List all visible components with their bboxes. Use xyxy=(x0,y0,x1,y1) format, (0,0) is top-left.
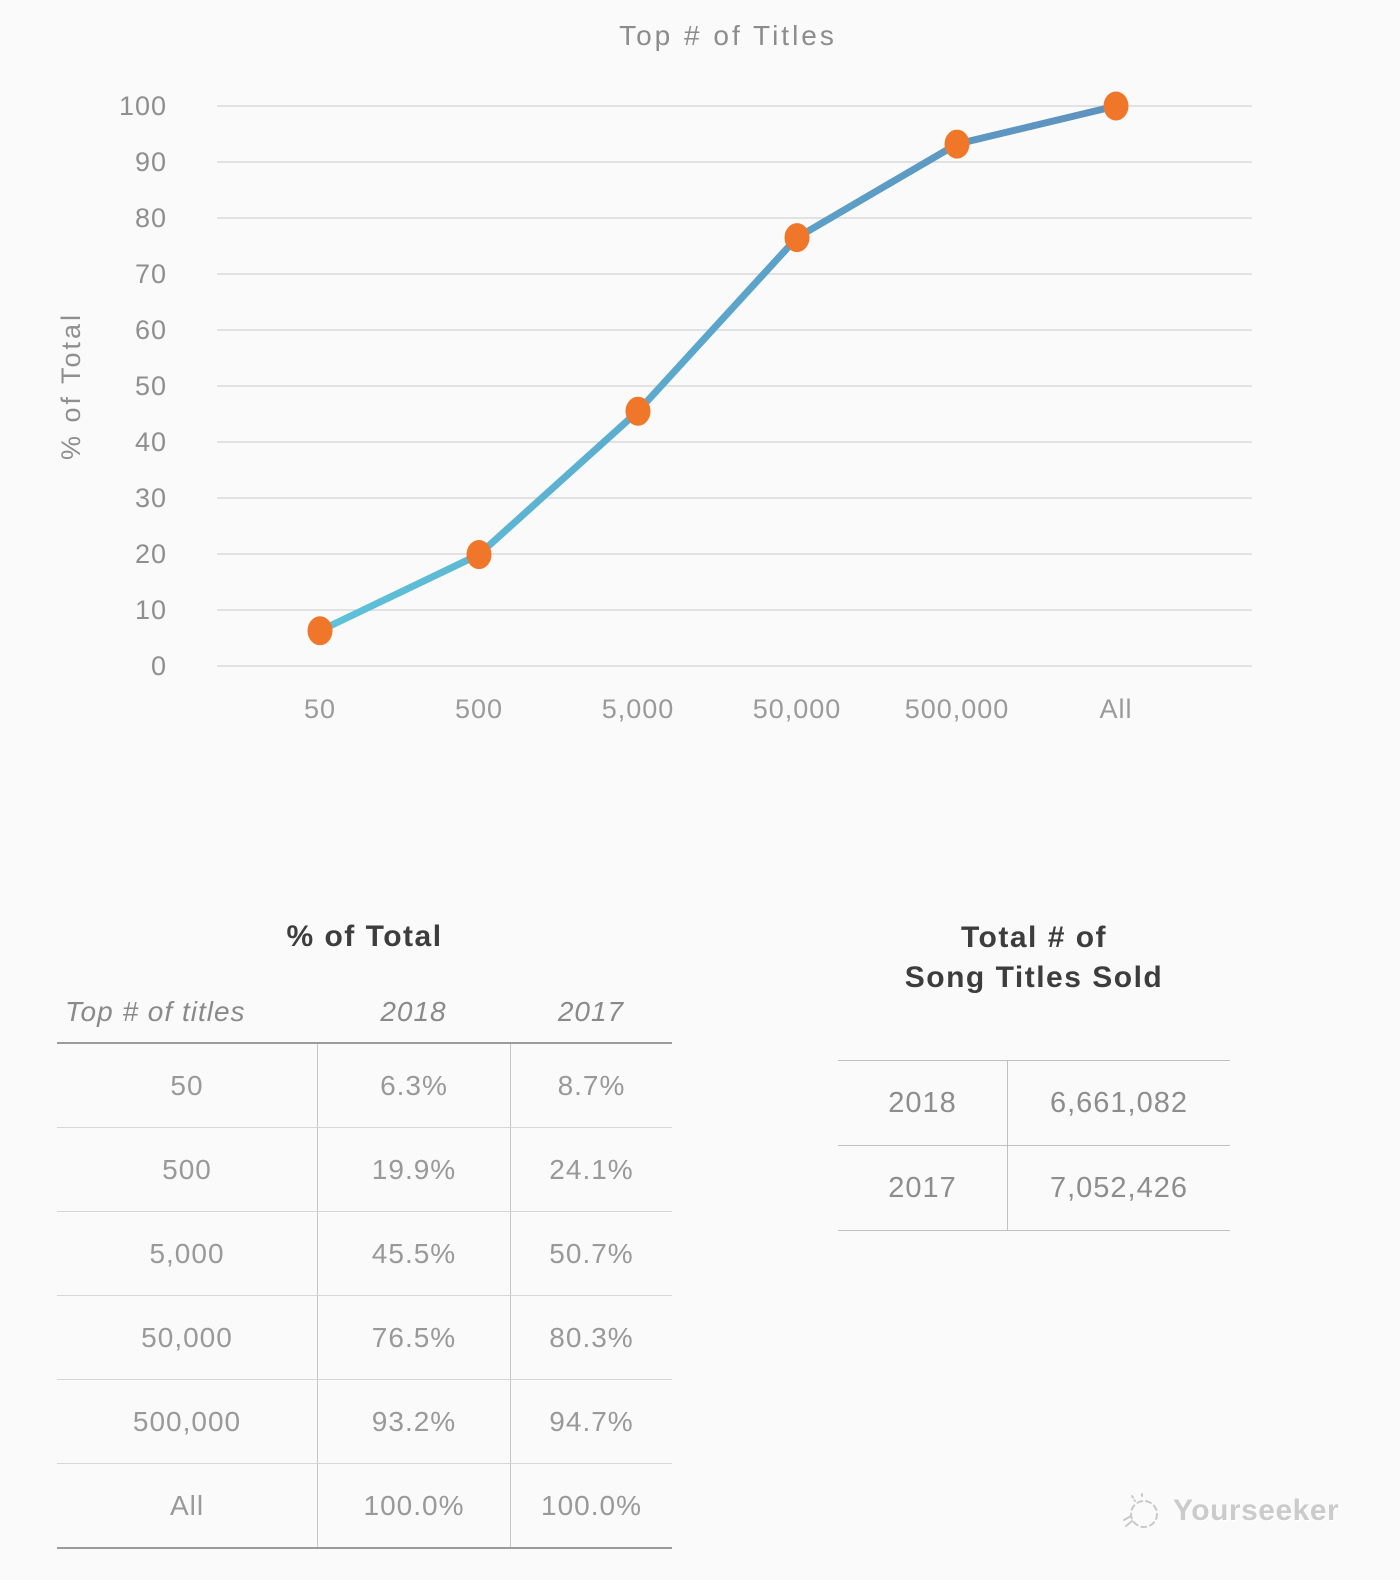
row-value: 8.7% xyxy=(510,1044,672,1127)
y-tick-label: 20 xyxy=(135,539,167,569)
y-tick-label: 30 xyxy=(135,483,167,513)
row-value: 6.3% xyxy=(317,1044,510,1127)
y-tick-label: 0 xyxy=(151,651,167,681)
table-row: 50 6.3% 8.7% xyxy=(57,1044,672,1128)
sketch-circle-icon xyxy=(1123,1493,1158,1528)
data-point-marker xyxy=(466,540,492,570)
gridlines-layer xyxy=(217,105,1252,667)
column-header: 2018 xyxy=(380,996,447,1027)
table-row: 2017 7,052,426 xyxy=(838,1146,1230,1230)
watermark: Yourseeker xyxy=(1118,1488,1339,1534)
pct-of-total-table-rows: 50 6.3% 8.7% 500 19.9% 24.1% 5,000 45.5% 50.7% 50… xyxy=(57,1044,672,1549)
year-label: 2018 xyxy=(888,1086,957,1119)
titles-sold-table-title: Total # of Song Titles Sold xyxy=(838,918,1230,998)
x-tick-label: 50 xyxy=(304,694,336,724)
data-point-marker xyxy=(307,616,333,646)
y-axis-label: % of Total xyxy=(56,312,86,460)
table-row: 2018 6,661,082 xyxy=(838,1061,1230,1146)
row-value: 76.5% xyxy=(317,1296,510,1379)
titles-sold-title-line2: Song Titles Sold xyxy=(904,961,1164,994)
row-label: 500 xyxy=(162,1153,212,1185)
row-value: 50.7% xyxy=(510,1212,672,1295)
row-value: 19.9% xyxy=(317,1128,510,1211)
data-line-2018 xyxy=(316,102,1120,635)
total-value: 7,052,426 xyxy=(1007,1146,1230,1230)
x-tick-label: 5,000 xyxy=(602,694,675,724)
titles-sold-table-rows: 2018 6,661,082 2017 7,052,426 xyxy=(838,1060,1230,1231)
row-label: 50 xyxy=(170,1069,204,1101)
y-tick-label: 10 xyxy=(135,595,167,625)
row-value: 100.0% xyxy=(510,1464,672,1547)
y-tick-label: 100 xyxy=(119,91,167,121)
row-value: 93.2% xyxy=(317,1380,510,1463)
data-point-marker xyxy=(625,396,651,426)
y-tick-label: 50 xyxy=(135,371,167,401)
row-value: 100.0% xyxy=(317,1464,510,1547)
row-label: 500,000 xyxy=(132,1405,242,1437)
row-label: 5,000 xyxy=(149,1237,225,1269)
x-tick-label: 50,000 xyxy=(753,694,842,724)
titles-sold-table: Total # of Song Titles Sold 2018 6,661,08… xyxy=(838,918,1230,1231)
watermark-label: Yourseeker xyxy=(1173,1494,1340,1527)
table-row: 500,000 93.2% 94.7% xyxy=(57,1380,672,1464)
axis-labels-layer: 0 10 20 30 40 50 60 70 80 90 100 50 500 5,000 50,000 50… xyxy=(119,91,1132,724)
y-tick-label: 60 xyxy=(135,315,167,345)
y-tick-label: 40 xyxy=(135,427,167,457)
pct-of-total-table-header: Top # of titles 2018 2017 xyxy=(57,996,672,1044)
x-tick-label: 500,000 xyxy=(905,694,1010,724)
row-value: 80.3% xyxy=(510,1296,672,1379)
row-label: 50,000 xyxy=(141,1321,233,1353)
pct-of-total-table-title: % of Total xyxy=(286,920,443,953)
y-tick-label: 80 xyxy=(135,203,167,233)
data-point-marker xyxy=(944,129,970,159)
year-label: 2017 xyxy=(888,1171,957,1204)
row-value: 94.7% xyxy=(510,1380,672,1463)
table-row: 500 19.9% 24.1% xyxy=(57,1128,672,1212)
table-row: All 100.0% 100.0% xyxy=(57,1464,672,1547)
row-value: 45.5% xyxy=(317,1212,510,1295)
titles-sold-title-line1: Total # of xyxy=(960,921,1108,954)
table-row: 5,000 45.5% 50.7% xyxy=(57,1212,672,1296)
column-header: Top # of titles xyxy=(65,996,246,1027)
y-tick-label: 70 xyxy=(135,259,167,289)
chart-title: Top # of Titles xyxy=(619,20,837,51)
row-label: All xyxy=(169,1489,205,1521)
table-row: 50,000 76.5% 80.3% xyxy=(57,1296,672,1380)
column-header: 2017 xyxy=(557,996,625,1027)
data-point-marker xyxy=(1103,91,1129,121)
total-value: 6,661,082 xyxy=(1007,1061,1230,1145)
pct-of-total-table: % of Total Top # of titles 2018 2017 50 6.3… xyxy=(57,920,672,1549)
x-tick-label: 500 xyxy=(455,694,503,724)
y-tick-label: 90 xyxy=(135,147,167,177)
line-chart: % of Total 0 10 20 30 40 50 60 70 80 90 100 50 500 5,… xyxy=(56,91,1252,724)
data-point-marker xyxy=(784,223,810,253)
x-tick-label: All xyxy=(1099,694,1132,724)
series-layer xyxy=(307,91,1129,646)
row-value: 24.1% xyxy=(510,1128,672,1211)
